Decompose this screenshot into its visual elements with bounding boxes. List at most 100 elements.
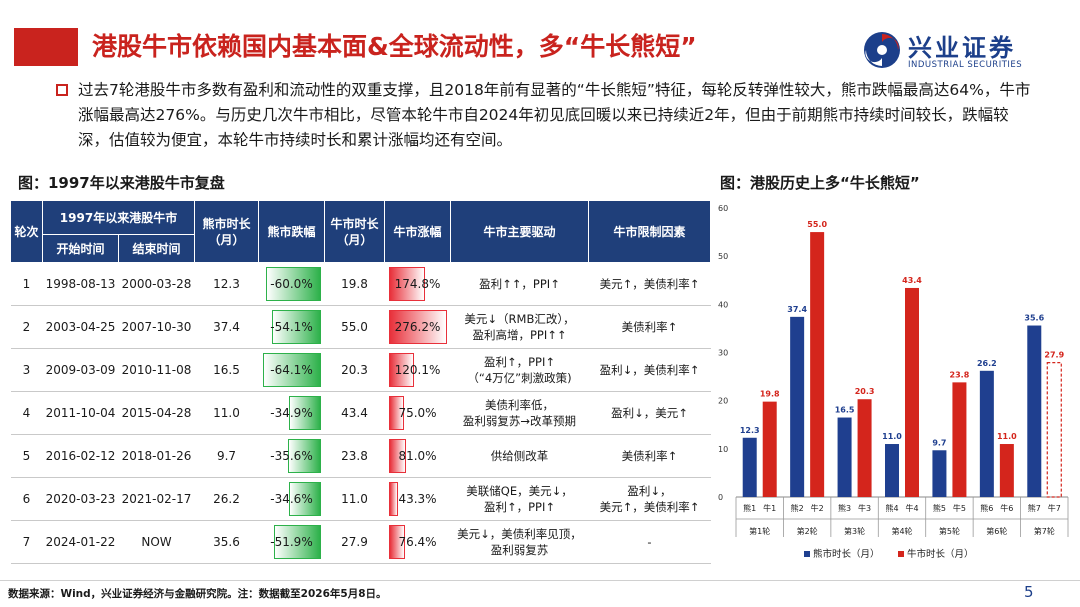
bear-drop-databar: [288, 439, 321, 473]
legend-label-bull: 牛市时长（月）: [907, 548, 974, 560]
bear-data-label: 26.2: [977, 359, 997, 368]
cell-bull-length: 11.0: [324, 477, 385, 521]
bear-bar: [790, 316, 805, 497]
bear-drop-value: -51.9%: [270, 535, 313, 549]
bull-data-label: 11.0: [997, 432, 1017, 441]
group-label: 第5轮: [939, 526, 960, 536]
bear-drop-value: -34.9%: [270, 406, 313, 420]
bull-gain-value: 43.3%: [398, 492, 437, 506]
header-bear-drop: 熊市跌幅: [258, 200, 325, 263]
header-start: 开始时间: [42, 234, 119, 263]
bull-bar: [999, 444, 1014, 497]
cell-bull-length: 23.8: [324, 434, 385, 478]
bull-bear-duration-chart: 0 10 20 30 40 50 60 12.3 19.8 熊1 牛1 第1轮 37.4 55.0 熊2 牛2…: [718, 204, 1069, 560]
cell-limits: -: [588, 520, 711, 564]
bull-gain-databar: [388, 482, 398, 516]
cell-end: 2000-03-28: [118, 262, 195, 306]
cell-drivers: 盈利↑↑，PPI↑: [450, 262, 589, 306]
bear-drop-value: -35.6%: [270, 449, 313, 463]
cell-bear-length: 16.5: [194, 348, 259, 392]
cell-limits: 盈利↓，美元↑: [588, 391, 711, 435]
bull-gain-value: 76.4%: [398, 535, 437, 549]
cell-start: 2009-03-09: [42, 348, 119, 392]
cell-bear-drop: -64.1%: [258, 348, 325, 392]
cell-bull-length: 20.3: [324, 348, 385, 392]
table-row: 4 2011-10-04 2015-04-28 11.0 -34.9% 43.4 75.0%…: [10, 391, 711, 435]
bear-bar: [837, 417, 852, 497]
group-label: 第7轮: [1034, 526, 1055, 536]
cell-drivers-line: 盈利↑，PPI↑: [483, 355, 556, 369]
bull-bar: [857, 399, 872, 497]
cell-bear-drop: -34.6%: [258, 477, 325, 521]
cell-limits-line: -: [647, 535, 652, 549]
cell-bull-length: 43.4: [324, 391, 385, 435]
y-tick-label: 50: [718, 252, 728, 261]
bull-category-label: 牛1: [763, 503, 776, 513]
bear-data-label: 37.4: [787, 305, 807, 314]
cell-bear-length: 35.6: [194, 520, 259, 564]
cell-round: 1: [10, 262, 43, 306]
cell-drivers-line: 盈利弱复苏: [490, 543, 549, 557]
bull-bar: [905, 287, 919, 497]
bull-category-label: 牛2: [811, 503, 824, 513]
cell-bear-drop: -54.1%: [258, 305, 325, 349]
bull-bar: [810, 232, 825, 498]
page-number: 5: [1024, 583, 1034, 601]
bear-category-label: 熊5: [933, 503, 946, 513]
cell-bear-length: 11.0: [194, 391, 259, 435]
bullet-square-icon: [56, 84, 68, 96]
header-bear-length: 熊市时长（月）: [194, 200, 259, 263]
table-row: 6 2020-03-23 2021-02-17 26.2 -34.6% 11.0 43.3%…: [10, 477, 711, 521]
cell-drivers-line: 美元↓，美债利率见顶，: [457, 527, 582, 541]
bull-gain-value: 276.2%: [394, 320, 441, 334]
cell-drivers-line: 盈利高增，PPI↑↑: [472, 328, 567, 342]
cell-bull-gain: 174.8%: [384, 262, 451, 306]
bull-gain-databar: [388, 525, 405, 559]
cell-end: 2015-04-28: [118, 391, 195, 435]
table-title: 图：1997年以来港股牛市复盘: [18, 174, 225, 192]
header-end: 结束时间: [118, 234, 195, 263]
cell-limits: 美元↑，美债利率↑: [588, 262, 711, 306]
bear-drop-value: -54.1%: [270, 320, 313, 334]
y-tick-label: 40: [718, 300, 728, 309]
bear-category-label: 熊3: [838, 503, 851, 513]
company-logo: 兴业证券 INDUSTRIAL SECURITIES: [862, 28, 1062, 76]
bull-gain-value: 81.0%: [398, 449, 437, 463]
bull-data-label: 23.8: [950, 370, 970, 379]
header-round: 轮次: [10, 200, 43, 263]
cell-bear-drop: -34.9%: [258, 391, 325, 435]
bear-drop-databar: [262, 353, 321, 387]
cell-start: 2016-02-12: [42, 434, 119, 478]
table-row: 7 2024-01-22 NOW 35.6 -51.9% 27.9 76.4% 美元↓，美债利…: [10, 520, 711, 564]
bull-data-label: 43.4: [902, 276, 922, 285]
cell-end: 2010-11-08: [118, 348, 195, 392]
cell-start: 1998-08-13: [42, 262, 119, 306]
table-row: 2 2003-04-25 2007-10-30 37.4 -54.1% 55.0 276.2…: [10, 305, 711, 349]
cell-round: 2: [10, 305, 43, 349]
cell-bull-gain: 75.0%: [384, 391, 451, 435]
cell-end: 2018-01-26: [118, 434, 195, 478]
cell-round: 7: [10, 520, 43, 564]
legend-swatch-bull: [898, 551, 904, 557]
bull-category-label: 牛3: [858, 503, 871, 513]
cell-start: 2003-04-25: [42, 305, 119, 349]
cell-drivers: 供给侧改革: [450, 434, 589, 478]
cell-limits: 美债利率↑: [588, 434, 711, 478]
bull-bar: [762, 401, 777, 497]
bear-drop-databar: [273, 525, 321, 559]
cell-drivers: 美元↓，美债利率见顶， 盈利弱复苏: [450, 520, 589, 564]
bull-gain-value: 174.8%: [394, 277, 441, 291]
cell-bear-length: 26.2: [194, 477, 259, 521]
logo-text-en: INDUSTRIAL SECURITIES: [908, 60, 1023, 70]
cell-round: 6: [10, 477, 43, 521]
header-limits: 牛市限制因素: [588, 200, 711, 263]
bear-bar: [979, 370, 994, 497]
bull-data-label: 55.0: [807, 220, 827, 229]
logo-swirl-icon: [864, 32, 900, 68]
cell-drivers-line: 盈利↑↑，PPI↑: [479, 277, 560, 291]
cell-bear-drop: -35.6%: [258, 434, 325, 478]
cell-bear-drop: -60.0%: [258, 262, 325, 306]
cell-drivers-line: 美债利率低，: [485, 398, 554, 412]
group-label: 第4轮: [891, 526, 912, 536]
bear-category-label: 熊4: [885, 503, 898, 513]
